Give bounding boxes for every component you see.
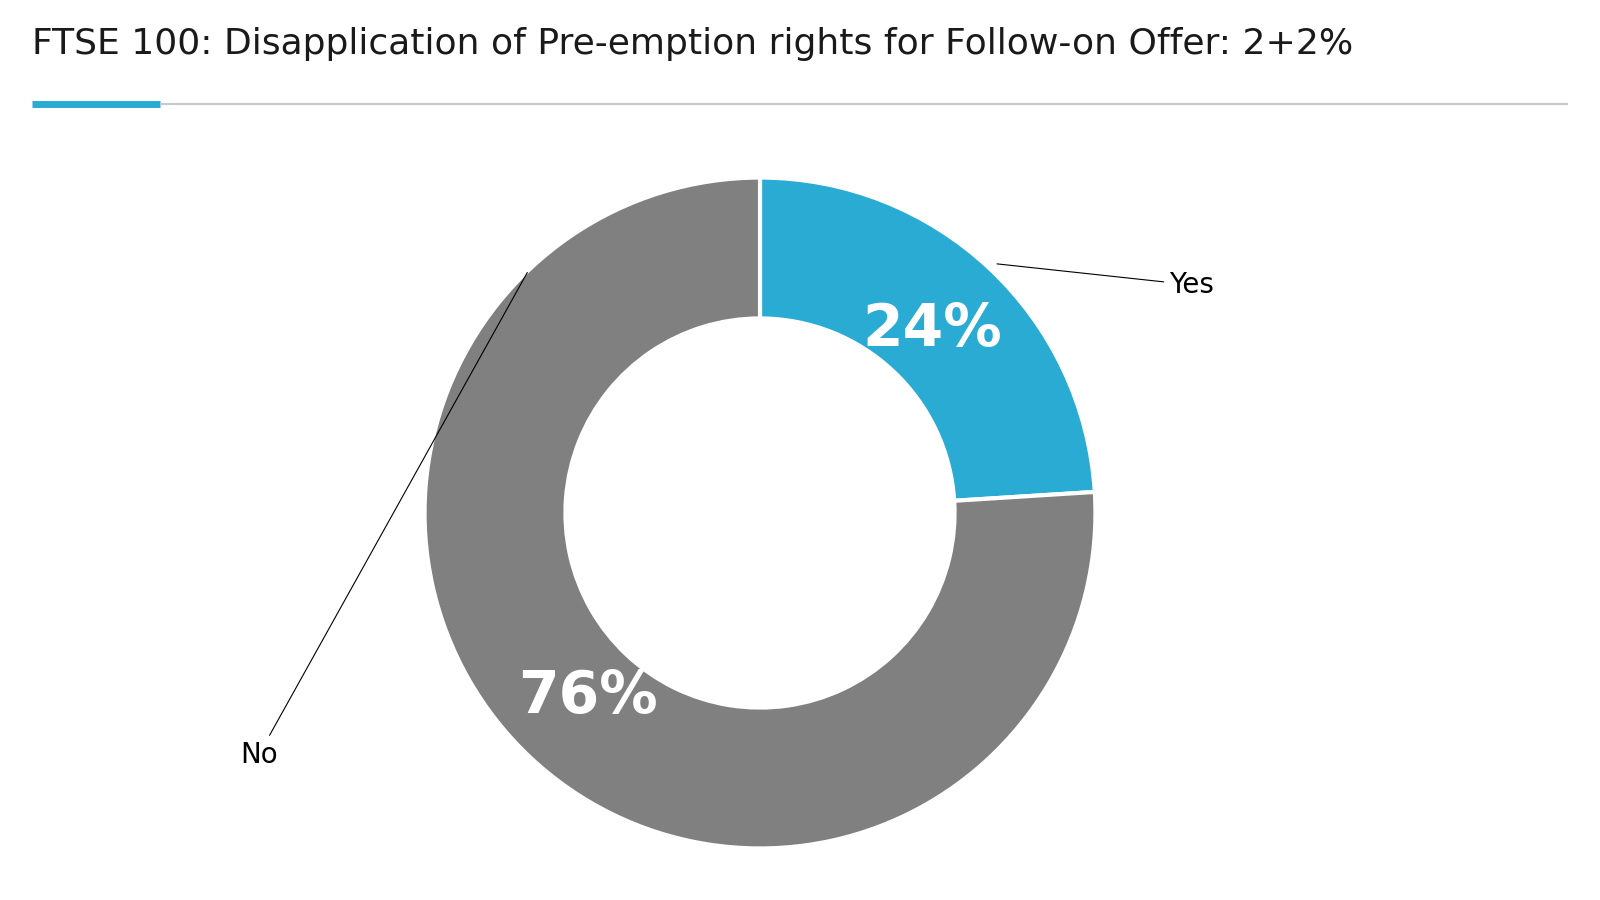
Text: No: No [240,273,528,769]
Wedge shape [760,177,1094,500]
Text: 76%: 76% [518,668,658,724]
Wedge shape [424,177,1096,849]
Text: FTSE 100: Disapplication of Pre-emption rights for Follow-on Offer: 2+2%: FTSE 100: Disapplication of Pre-emption … [32,27,1354,61]
Text: Yes: Yes [997,264,1214,299]
Text: 24%: 24% [862,302,1002,358]
